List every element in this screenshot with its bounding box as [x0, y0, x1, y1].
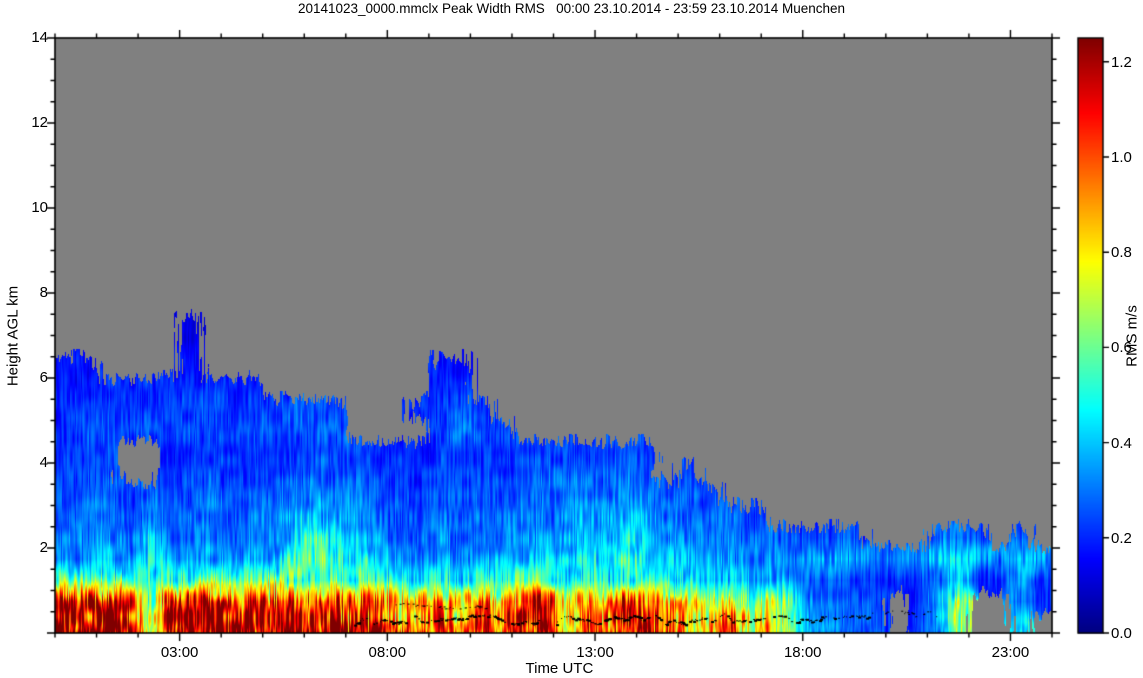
y-tick-2: 2 [39, 539, 48, 556]
x-tick-18:00: 18:00 [783, 644, 822, 661]
y-tick-14: 14 [31, 29, 48, 46]
x-tick-13:00: 13:00 [576, 644, 614, 661]
colorbar-tick-0.0: 0.0 [1111, 625, 1132, 642]
y-tick-8: 8 [39, 284, 48, 301]
colorbar-tick-0.4: 0.4 [1111, 434, 1132, 452]
x-tick-08:00: 08:00 [368, 644, 407, 661]
y-tick-6: 6 [39, 369, 48, 386]
x-tick-23:00: 23:00 [991, 644, 1030, 661]
colorbar-tick-1.0: 1.0 [1111, 149, 1132, 166]
colorbar-tick-0.6: 0.6 [1111, 339, 1132, 357]
y-tick-12: 12 [31, 114, 48, 131]
y-tick-10: 10 [31, 199, 48, 216]
x-tick-03:00: 03:00 [160, 644, 199, 661]
y-tick-4: 4 [39, 454, 48, 471]
x-axis-title: Time UTC [525, 660, 594, 677]
y-axis-title: Height AGL km [4, 285, 22, 386]
colorbar-tick-1.2: 1.2 [1111, 53, 1132, 71]
colorbar-title: RMS m/s [1123, 304, 1141, 367]
plot-title: 20141023_0000.mmclx Peak Width RMS 00:00… [297, 1, 846, 16]
colorbar-tick-0.2: 0.2 [1111, 529, 1132, 547]
colorbar-tick-0.8: 0.8 [1111, 244, 1132, 262]
